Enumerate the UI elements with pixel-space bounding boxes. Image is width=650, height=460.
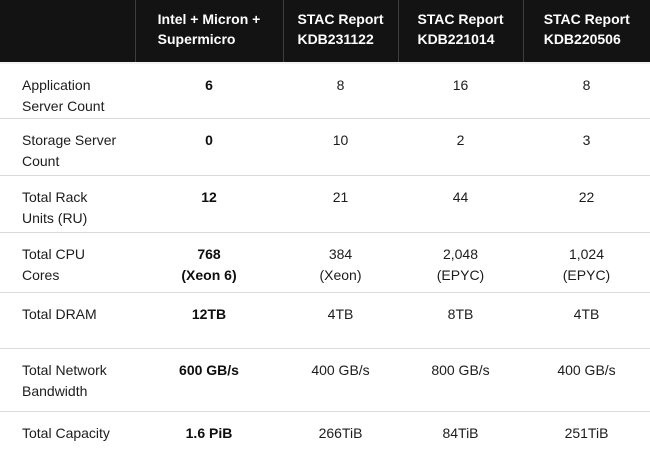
cell-value: 400 GB/s: [523, 348, 650, 412]
column-header-label: Intel + Micron + Supermicro: [157, 11, 261, 47]
table-row-total-network-bandwidth: Total Network Bandwidth 600 GB/s 400 GB/…: [0, 348, 650, 412]
row-label: Total Network Bandwidth: [0, 348, 135, 412]
cell-value: 384 (Xeon): [283, 232, 398, 293]
cell-value: 4TB: [523, 292, 650, 349]
column-header-stac-kdb221014: STAC Report KDB221014: [397, 0, 523, 64]
column-header-label: STAC Report KDB220506: [543, 11, 630, 47]
column-header-stac-kdb220506: STAC Report KDB220506: [522, 0, 650, 64]
column-header-intel-micron-supermicro: Intel + Micron + Supermicro: [134, 0, 283, 64]
column-header-empty: [0, 0, 135, 64]
cell-value: 22: [523, 175, 650, 233]
row-label: Total Capacity: [0, 411, 135, 460]
cell-value: 10: [283, 118, 398, 176]
cell-value: 2: [398, 118, 523, 176]
cell-value: 6: [205, 77, 213, 93]
cell-value: 1,024 (EPYC): [523, 232, 650, 293]
cell-value: 44: [398, 175, 523, 233]
cell-value: 8: [336, 77, 345, 93]
column-header-stac-kdb231122: STAC Report KDB231122: [282, 0, 398, 64]
row-label: Total Rack Units (RU): [0, 175, 135, 233]
cell-value: 4TB: [283, 292, 398, 349]
cell-value: 16: [452, 77, 469, 93]
header-row: Intel + Micron + Supermicro STAC Report …: [0, 0, 650, 64]
cell-value: 21: [283, 175, 398, 233]
row-label: Application Server Count: [22, 77, 105, 114]
row-label: Storage Server Count: [0, 118, 135, 176]
cell-value: 8: [582, 77, 591, 93]
table-row-total-rack-units: Total Rack Units (RU) 12 21 44 22: [0, 175, 650, 233]
row-label: Total CPU Cores: [0, 232, 135, 293]
table-row-total-dram: Total DRAM 12TB 4TB 8TB 4TB: [0, 292, 650, 349]
column-header-label: STAC Report KDB221014: [417, 11, 504, 47]
cell-value: 768 (Xeon 6): [135, 232, 283, 293]
table-row-total-cpu-cores: Total CPU Cores 768 (Xeon 6) 384 (Xeon) …: [0, 232, 650, 293]
table-row-application-server-count: Application Server Count 6 8 16 8: [0, 63, 650, 119]
cell-value: 266TiB: [283, 411, 398, 460]
cell-value: 400 GB/s: [283, 348, 398, 412]
cell-value: 2,048 (EPYC): [398, 232, 523, 293]
cell-value: 84TiB: [398, 411, 523, 460]
cell-value: 12TB: [135, 292, 283, 349]
row-label: Total DRAM: [0, 292, 135, 349]
column-header-label: STAC Report KDB231122: [297, 11, 384, 47]
cell-value: 8TB: [398, 292, 523, 349]
table-row-storage-server-count: Storage Server Count 0 10 2 3: [0, 118, 650, 176]
cell-value: 600 GB/s: [135, 348, 283, 412]
cell-value: 3: [523, 118, 650, 176]
cell-value: 1.6 PiB: [135, 411, 283, 460]
cell-value: 251TiB: [523, 411, 650, 460]
cell-value: 800 GB/s: [398, 348, 523, 412]
cell-value: 12: [135, 175, 283, 233]
table-row-total-capacity: Total Capacity 1.6 PiB 266TiB 84TiB 251T…: [0, 411, 650, 460]
cell-value: 0: [135, 118, 283, 176]
